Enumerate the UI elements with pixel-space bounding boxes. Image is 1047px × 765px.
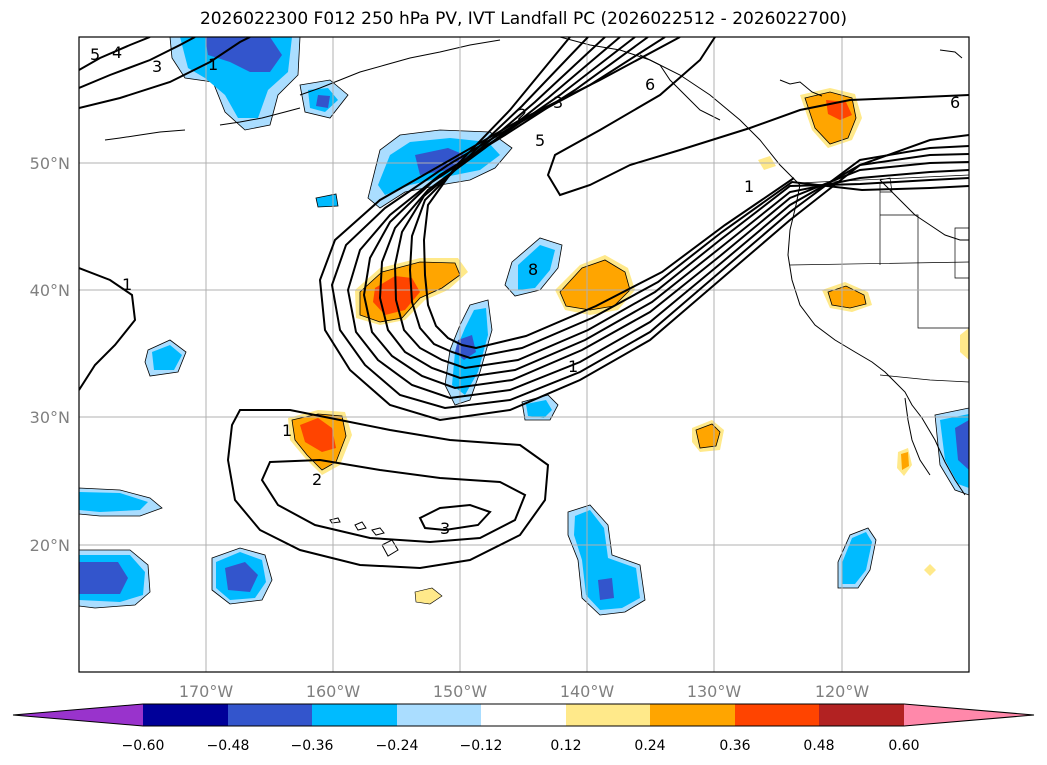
contour-label: 5 bbox=[535, 131, 545, 150]
contour-labels: 5 4 3 1 2 3 5 6 6 1 8 1 1 1 2 3 bbox=[90, 43, 960, 538]
contour-label: 4 bbox=[112, 43, 122, 62]
colorbar-tick-label: 0.12 bbox=[550, 738, 581, 754]
colorbar-tick-label: 0.24 bbox=[634, 738, 665, 754]
lat-tick-label: 40°N bbox=[30, 281, 70, 300]
lon-tick-label: 170°W bbox=[179, 682, 234, 701]
colorbar-extend-left bbox=[13, 704, 143, 726]
lat-tick-label: 20°N bbox=[30, 536, 70, 555]
colorbar-outline bbox=[12, 703, 1035, 727]
contour-label: 3 bbox=[553, 93, 563, 112]
lat-tick-label: 30°N bbox=[30, 408, 70, 427]
contour-label: 6 bbox=[950, 93, 960, 112]
colorbar-segment bbox=[481, 704, 566, 726]
contour-label: 6 bbox=[645, 75, 655, 94]
map-title: 2026022300 F012 250 hPa PV, IVT Landfall… bbox=[199, 9, 847, 29]
colorbar-segment bbox=[143, 704, 228, 726]
lon-tick-label: 150°W bbox=[433, 682, 488, 701]
colorbar-segment bbox=[397, 704, 481, 726]
lon-tick-labels: 170°W 160°W 150°W 140°W 130°W 120°W bbox=[179, 682, 870, 701]
colorbar-segment bbox=[228, 704, 312, 726]
colorbar-segment bbox=[819, 704, 904, 726]
contour-label: 3 bbox=[440, 519, 450, 538]
contour-label: 8 bbox=[528, 260, 538, 279]
colorbar-tick-label: 0.48 bbox=[803, 738, 834, 754]
colorbar-segment bbox=[735, 704, 819, 726]
colorbar-extend-right bbox=[904, 704, 1034, 726]
contour-label: 1 bbox=[208, 55, 218, 74]
colorbar-segment bbox=[312, 704, 397, 726]
lon-tick-label: 140°W bbox=[560, 682, 615, 701]
colorbar-segment bbox=[650, 704, 735, 726]
colorbar-tick-label: 0.60 bbox=[888, 738, 919, 754]
hawaii-islands bbox=[329, 517, 399, 557]
lon-tick-label: 160°W bbox=[306, 682, 361, 701]
colorbar-segment bbox=[566, 704, 650, 726]
contour-label: 3 bbox=[152, 57, 162, 76]
colorbar-tick-label: −0.60 bbox=[122, 738, 165, 754]
contour-label: 2 bbox=[517, 105, 527, 124]
plot-border bbox=[78, 36, 970, 673]
contour-label: 1 bbox=[282, 421, 292, 440]
colorbar-tick-label: 0.36 bbox=[719, 738, 750, 754]
ivt-contours bbox=[79, 37, 969, 570]
colorbar-tick-label: −0.48 bbox=[207, 738, 250, 754]
lon-tick-label: 120°W bbox=[815, 682, 870, 701]
colorbar-tick-label: −0.24 bbox=[376, 738, 419, 754]
colorbar-tick-labels: −0.60 −0.48 −0.36 −0.24 −0.12 0.12 0.24 … bbox=[122, 738, 920, 754]
contour-label: 1 bbox=[744, 177, 754, 196]
colorbar bbox=[12, 703, 1035, 727]
lon-tick-label: 130°W bbox=[687, 682, 742, 701]
lat-tick-label: 50°N bbox=[30, 154, 70, 173]
colorbar-tick-label: −0.36 bbox=[291, 738, 334, 754]
contour-label: 1 bbox=[122, 275, 132, 294]
political-boundaries bbox=[789, 174, 969, 383]
contour-label: 2 bbox=[312, 470, 322, 489]
contour-label: 1 bbox=[568, 357, 578, 376]
graticule bbox=[79, 37, 969, 672]
lat-tick-labels: 50°N 40°N 30°N 20°N bbox=[30, 154, 70, 555]
colorbar-tick-label: −0.12 bbox=[460, 738, 503, 754]
contour-label: 5 bbox=[90, 45, 100, 64]
